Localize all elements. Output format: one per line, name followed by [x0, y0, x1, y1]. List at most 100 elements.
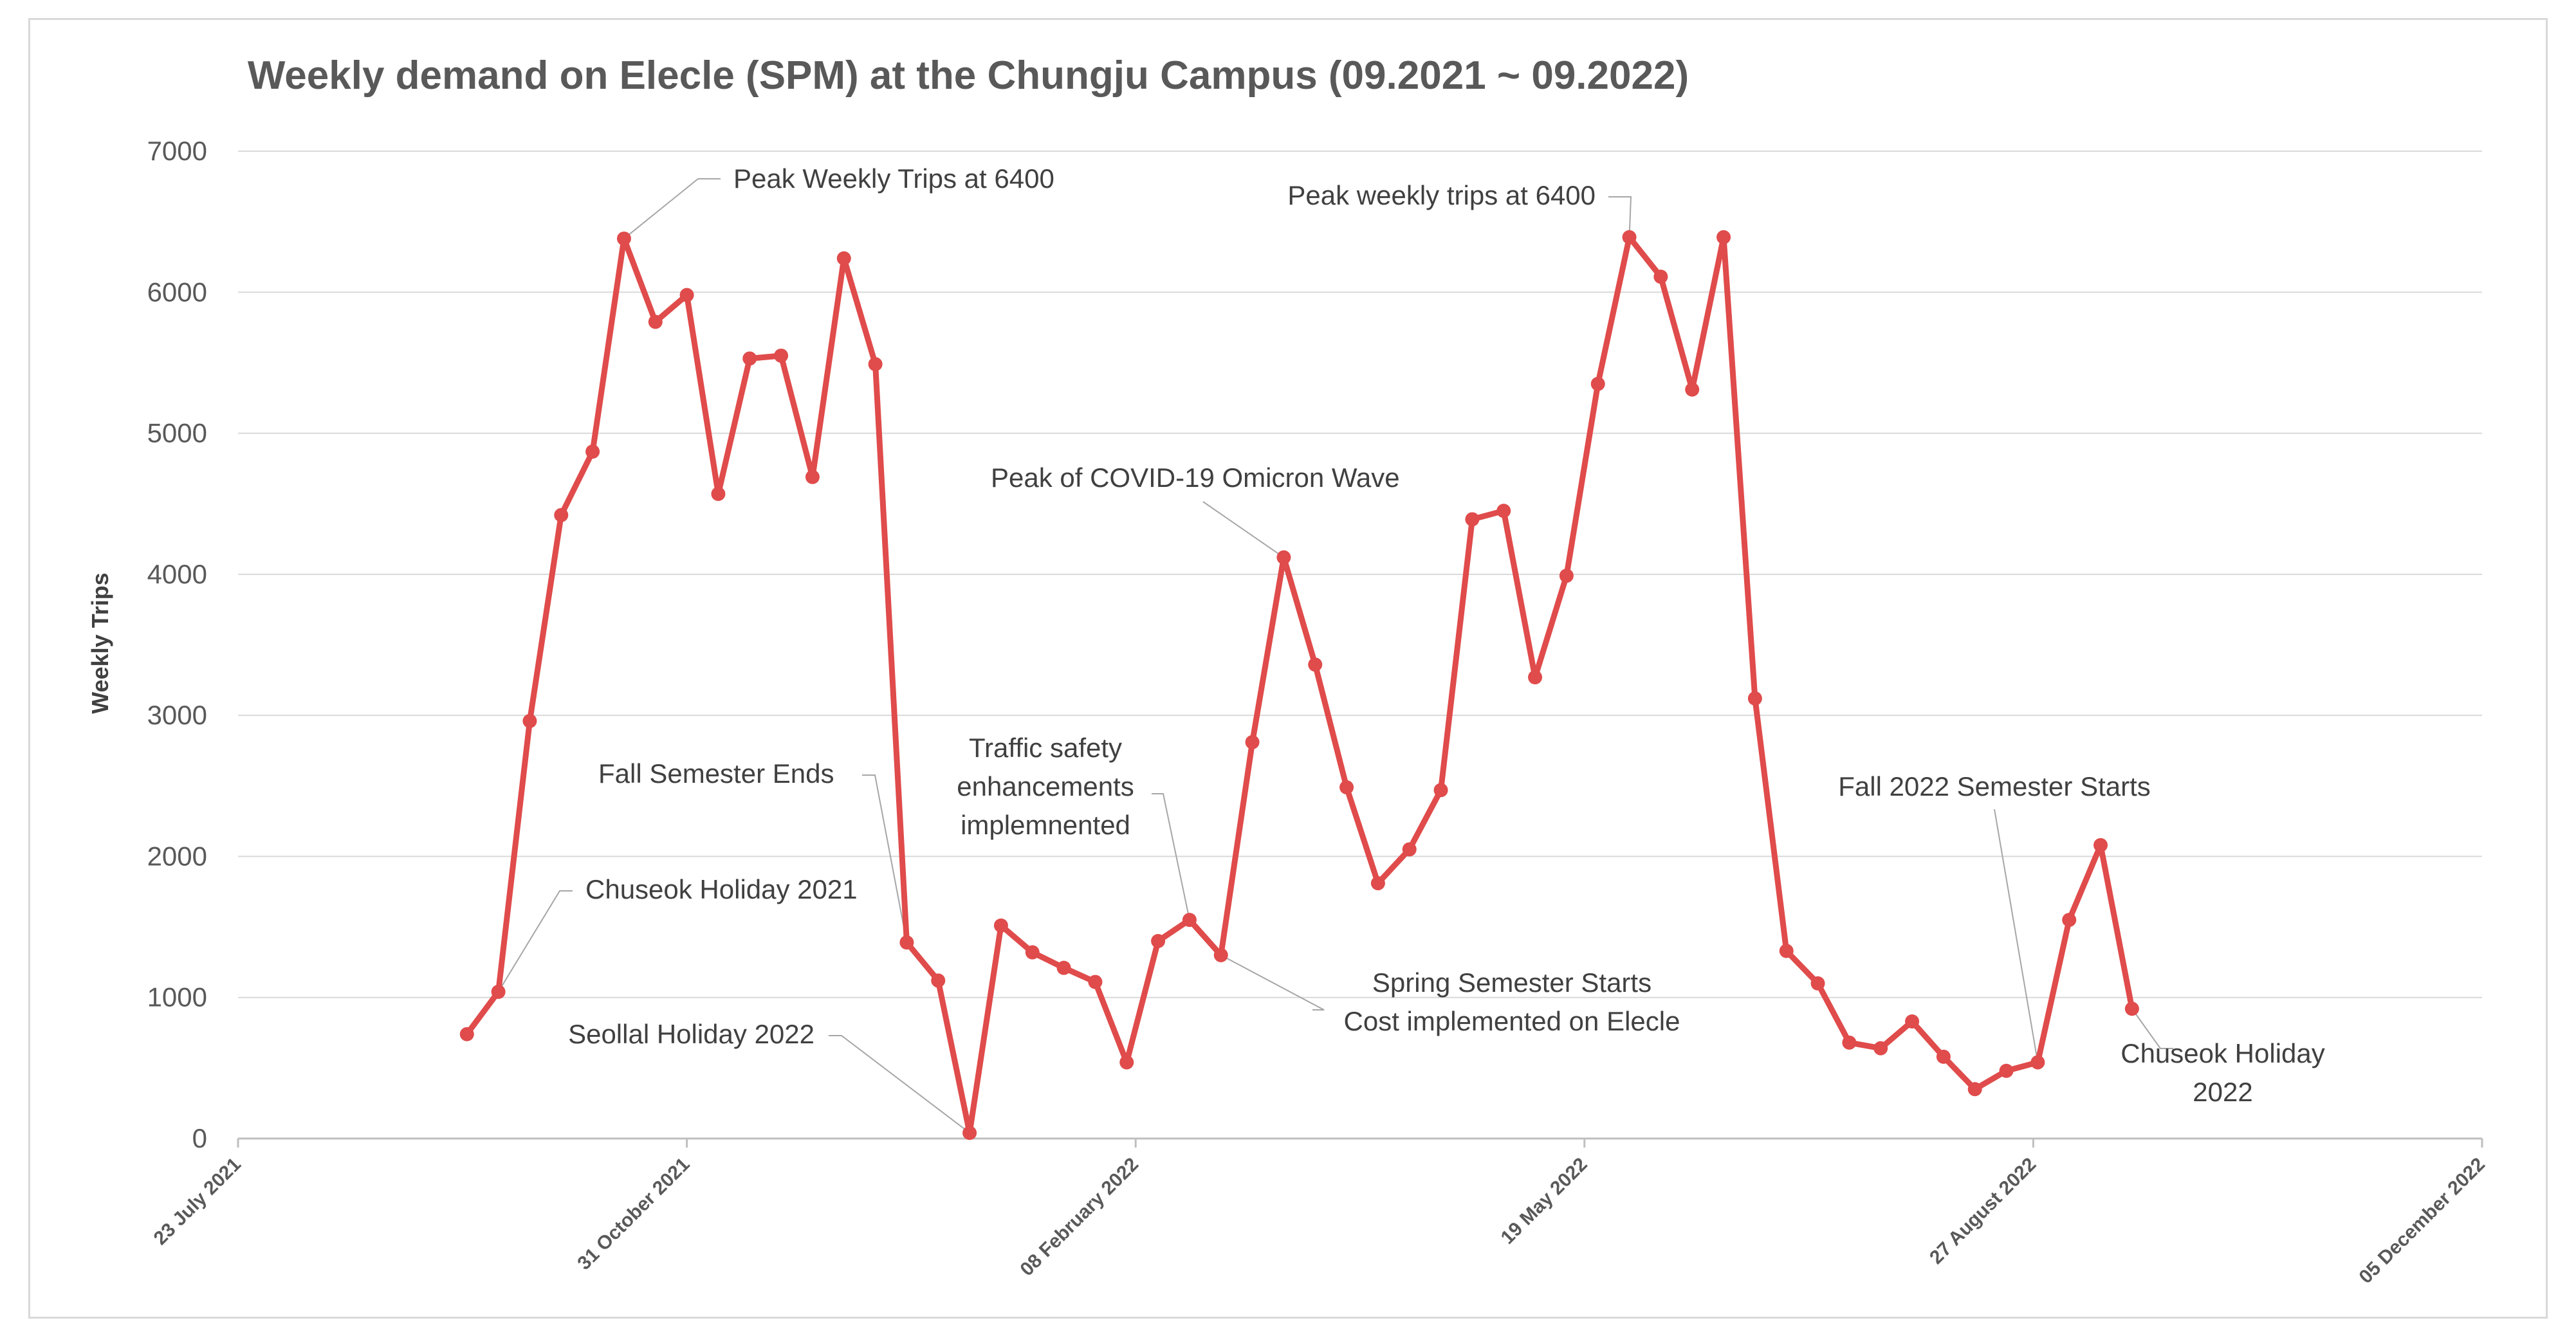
data-point — [1842, 1035, 1857, 1050]
data-point — [2030, 1055, 2045, 1070]
annotation-leader-line — [829, 1035, 970, 1134]
y-tick-label: 3000 — [147, 700, 207, 730]
data-point — [1528, 670, 1543, 684]
annotation-leader-line — [1608, 196, 1632, 237]
data-point — [742, 351, 757, 366]
y-axis-label: Weekly Trips — [87, 572, 113, 713]
annotation-line: implemnented — [961, 810, 1130, 840]
data-point — [1496, 504, 1511, 518]
annotation-leader-line — [1220, 955, 1325, 1011]
data-point — [1308, 657, 1323, 672]
data-point — [679, 288, 694, 302]
data-point — [1056, 960, 1071, 975]
y-tick-label: 1000 — [147, 982, 207, 1012]
x-tick-label: 05 December 2022 — [2355, 1154, 2489, 1288]
data-point — [1967, 1082, 1982, 1097]
data-point — [774, 348, 789, 363]
annotation-label: Seollal Holiday 2022 — [568, 1019, 814, 1049]
data-point — [1339, 780, 1354, 794]
data-point — [931, 973, 946, 988]
annotation-leader-line — [1152, 793, 1190, 920]
y-tick-label: 6000 — [147, 277, 207, 307]
data-point — [616, 231, 631, 246]
data-point — [522, 713, 537, 728]
data-point — [1151, 934, 1166, 948]
annotation-label: Peak Weekly Trips at 6400 — [733, 163, 1054, 194]
data-point — [962, 1126, 977, 1140]
data-point — [1716, 230, 1731, 244]
annotation-line: enhancements — [957, 771, 1134, 801]
data-point — [1213, 947, 1228, 962]
chart-frame — [28, 18, 2548, 1319]
annotation-line: Chuseok Holiday — [2121, 1038, 2325, 1068]
data-point — [868, 357, 883, 372]
data-point — [711, 486, 726, 501]
data-point — [1747, 691, 1762, 706]
series-weekly-trips — [459, 230, 2139, 1140]
annotation-label: Chuseok Holiday 2021 — [585, 874, 858, 904]
annotation-leaders — [497, 178, 2173, 1134]
annotation-line: Peak of COVID-19 Omicron Wave — [991, 462, 1400, 493]
data-point — [1465, 512, 1480, 527]
annotation-line: Spring Semester Starts — [1372, 967, 1651, 998]
data-point — [1245, 735, 1260, 749]
data-point — [805, 470, 820, 484]
annotation-line: Fall Semester Ends — [598, 758, 834, 789]
x-tick-label: 31 October 2021 — [573, 1154, 694, 1274]
data-point — [1873, 1041, 1888, 1056]
data-point — [1936, 1049, 1951, 1064]
data-point — [1810, 976, 1825, 991]
data-point — [899, 935, 914, 950]
data-point — [648, 315, 663, 329]
data-point — [491, 984, 506, 999]
annotation-leader-line — [497, 890, 573, 993]
annotation-line: Seollal Holiday 2022 — [568, 1019, 814, 1049]
data-point — [1905, 1014, 1920, 1029]
annotation-leader-line — [862, 774, 908, 943]
x-tick-label: 23 July 2021 — [150, 1154, 245, 1249]
annotation-line: Cost implemented on Elecle — [1344, 1006, 1680, 1036]
data-point — [836, 251, 851, 266]
data-point — [2124, 1002, 2139, 1016]
data-point — [1370, 876, 1385, 891]
gridlines — [238, 151, 2482, 998]
annotations: Peak Weekly Trips at 6400 Peak weekly tri… — [568, 163, 2325, 1107]
data-point — [1685, 382, 1700, 397]
y-tick-label: 4000 — [147, 559, 207, 589]
data-point — [1025, 945, 1040, 960]
data-point — [1433, 783, 1448, 798]
data-point — [554, 508, 569, 522]
series-line-weekly-trips — [465, 234, 2135, 1136]
annotation-line: Peak weekly trips at 6400 — [1287, 180, 1596, 210]
annotation-label: Peak weekly trips at 6400 — [1287, 180, 1596, 210]
data-point — [1182, 913, 1197, 928]
data-point — [1999, 1063, 2014, 1078]
data-point — [993, 918, 1008, 933]
y-tick-label: 5000 — [147, 418, 207, 448]
annotation-line: Peak Weekly Trips at 6400 — [733, 163, 1054, 194]
data-point — [585, 444, 600, 459]
data-point — [1088, 975, 1103, 989]
annotation-label: Spring Semester Starts Cost implemented o… — [1344, 967, 1680, 1036]
x-tick-label: 27 August 2022 — [1926, 1154, 2040, 1268]
data-point — [1653, 270, 1668, 284]
data-point — [2093, 837, 2108, 852]
annotation-line: 2022 — [2193, 1077, 2252, 1107]
axes: 0 1000 2000 3000 4000 5000 6000 7000 23 July 202… — [147, 136, 2489, 1288]
data-point — [1402, 842, 1417, 857]
annotation-label: Peak of COVID-19 Omicron Wave — [991, 462, 1400, 493]
data-point — [1590, 376, 1605, 391]
data-point — [1559, 569, 1574, 583]
annotation-line: Fall 2022 Semester Starts — [1838, 771, 2151, 801]
x-tick-label: 08 February 2022 — [1016, 1154, 1143, 1281]
data-point — [1622, 230, 1637, 244]
y-tick-label: 0 — [192, 1123, 207, 1153]
data-point — [1119, 1055, 1134, 1070]
annotation-line: Traffic safety — [969, 733, 1122, 763]
annotation-label: Traffic safety enhancements implemnented — [957, 733, 1134, 840]
y-tick-label: 2000 — [147, 841, 207, 871]
annotation-label: Fall 2022 Semester Starts — [1838, 771, 2151, 801]
y-tick-label: 7000 — [147, 136, 207, 166]
annotation-leader-line — [623, 178, 721, 239]
